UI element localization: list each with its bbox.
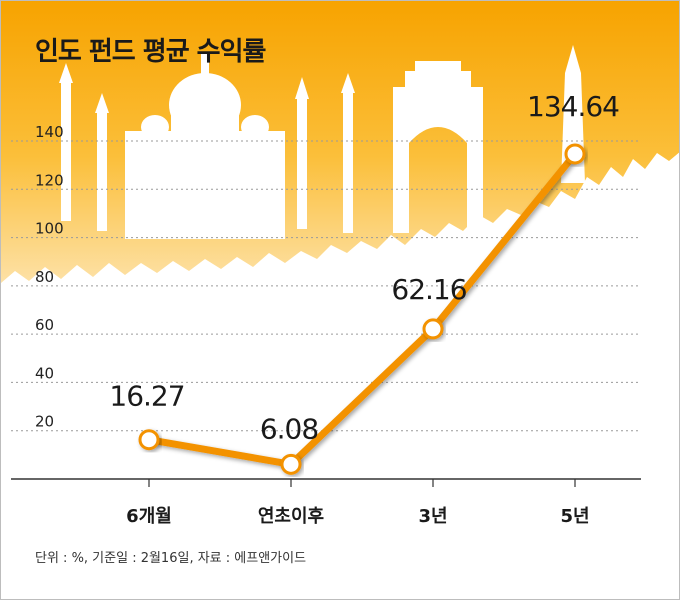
y-tick-label: 140 [35,123,64,141]
x-tick-label: 6개월 [126,506,172,527]
x-tick-label: 3년 [418,506,447,527]
y-tick-label: 20 [35,413,54,431]
data-point [138,429,160,451]
series-line [145,150,579,468]
data-label: 134.64 [527,90,619,123]
data-label: 62.16 [391,273,466,306]
data-point [564,143,586,165]
data-point [422,318,444,340]
x-tick-label: 5년 [560,506,589,527]
y-tick-label: 120 [35,171,64,189]
data-label: 6.08 [260,412,318,445]
x-tick-label: 연초이후 [258,506,324,527]
data-label: 16.27 [109,380,184,413]
y-tick-label: 100 [35,220,64,238]
chart-footnote: 단위 : %, 기준일 : 2월16일, 자료 : 에프앤가이드 [35,551,307,566]
y-tick-label: 80 [35,268,54,286]
chart-title: 인도 펀드 평균 수익률 [35,37,266,67]
monument-silhouette [59,45,585,239]
y-tick-label: 60 [35,316,54,334]
data-point [280,453,302,475]
y-tick-label: 40 [35,364,54,382]
